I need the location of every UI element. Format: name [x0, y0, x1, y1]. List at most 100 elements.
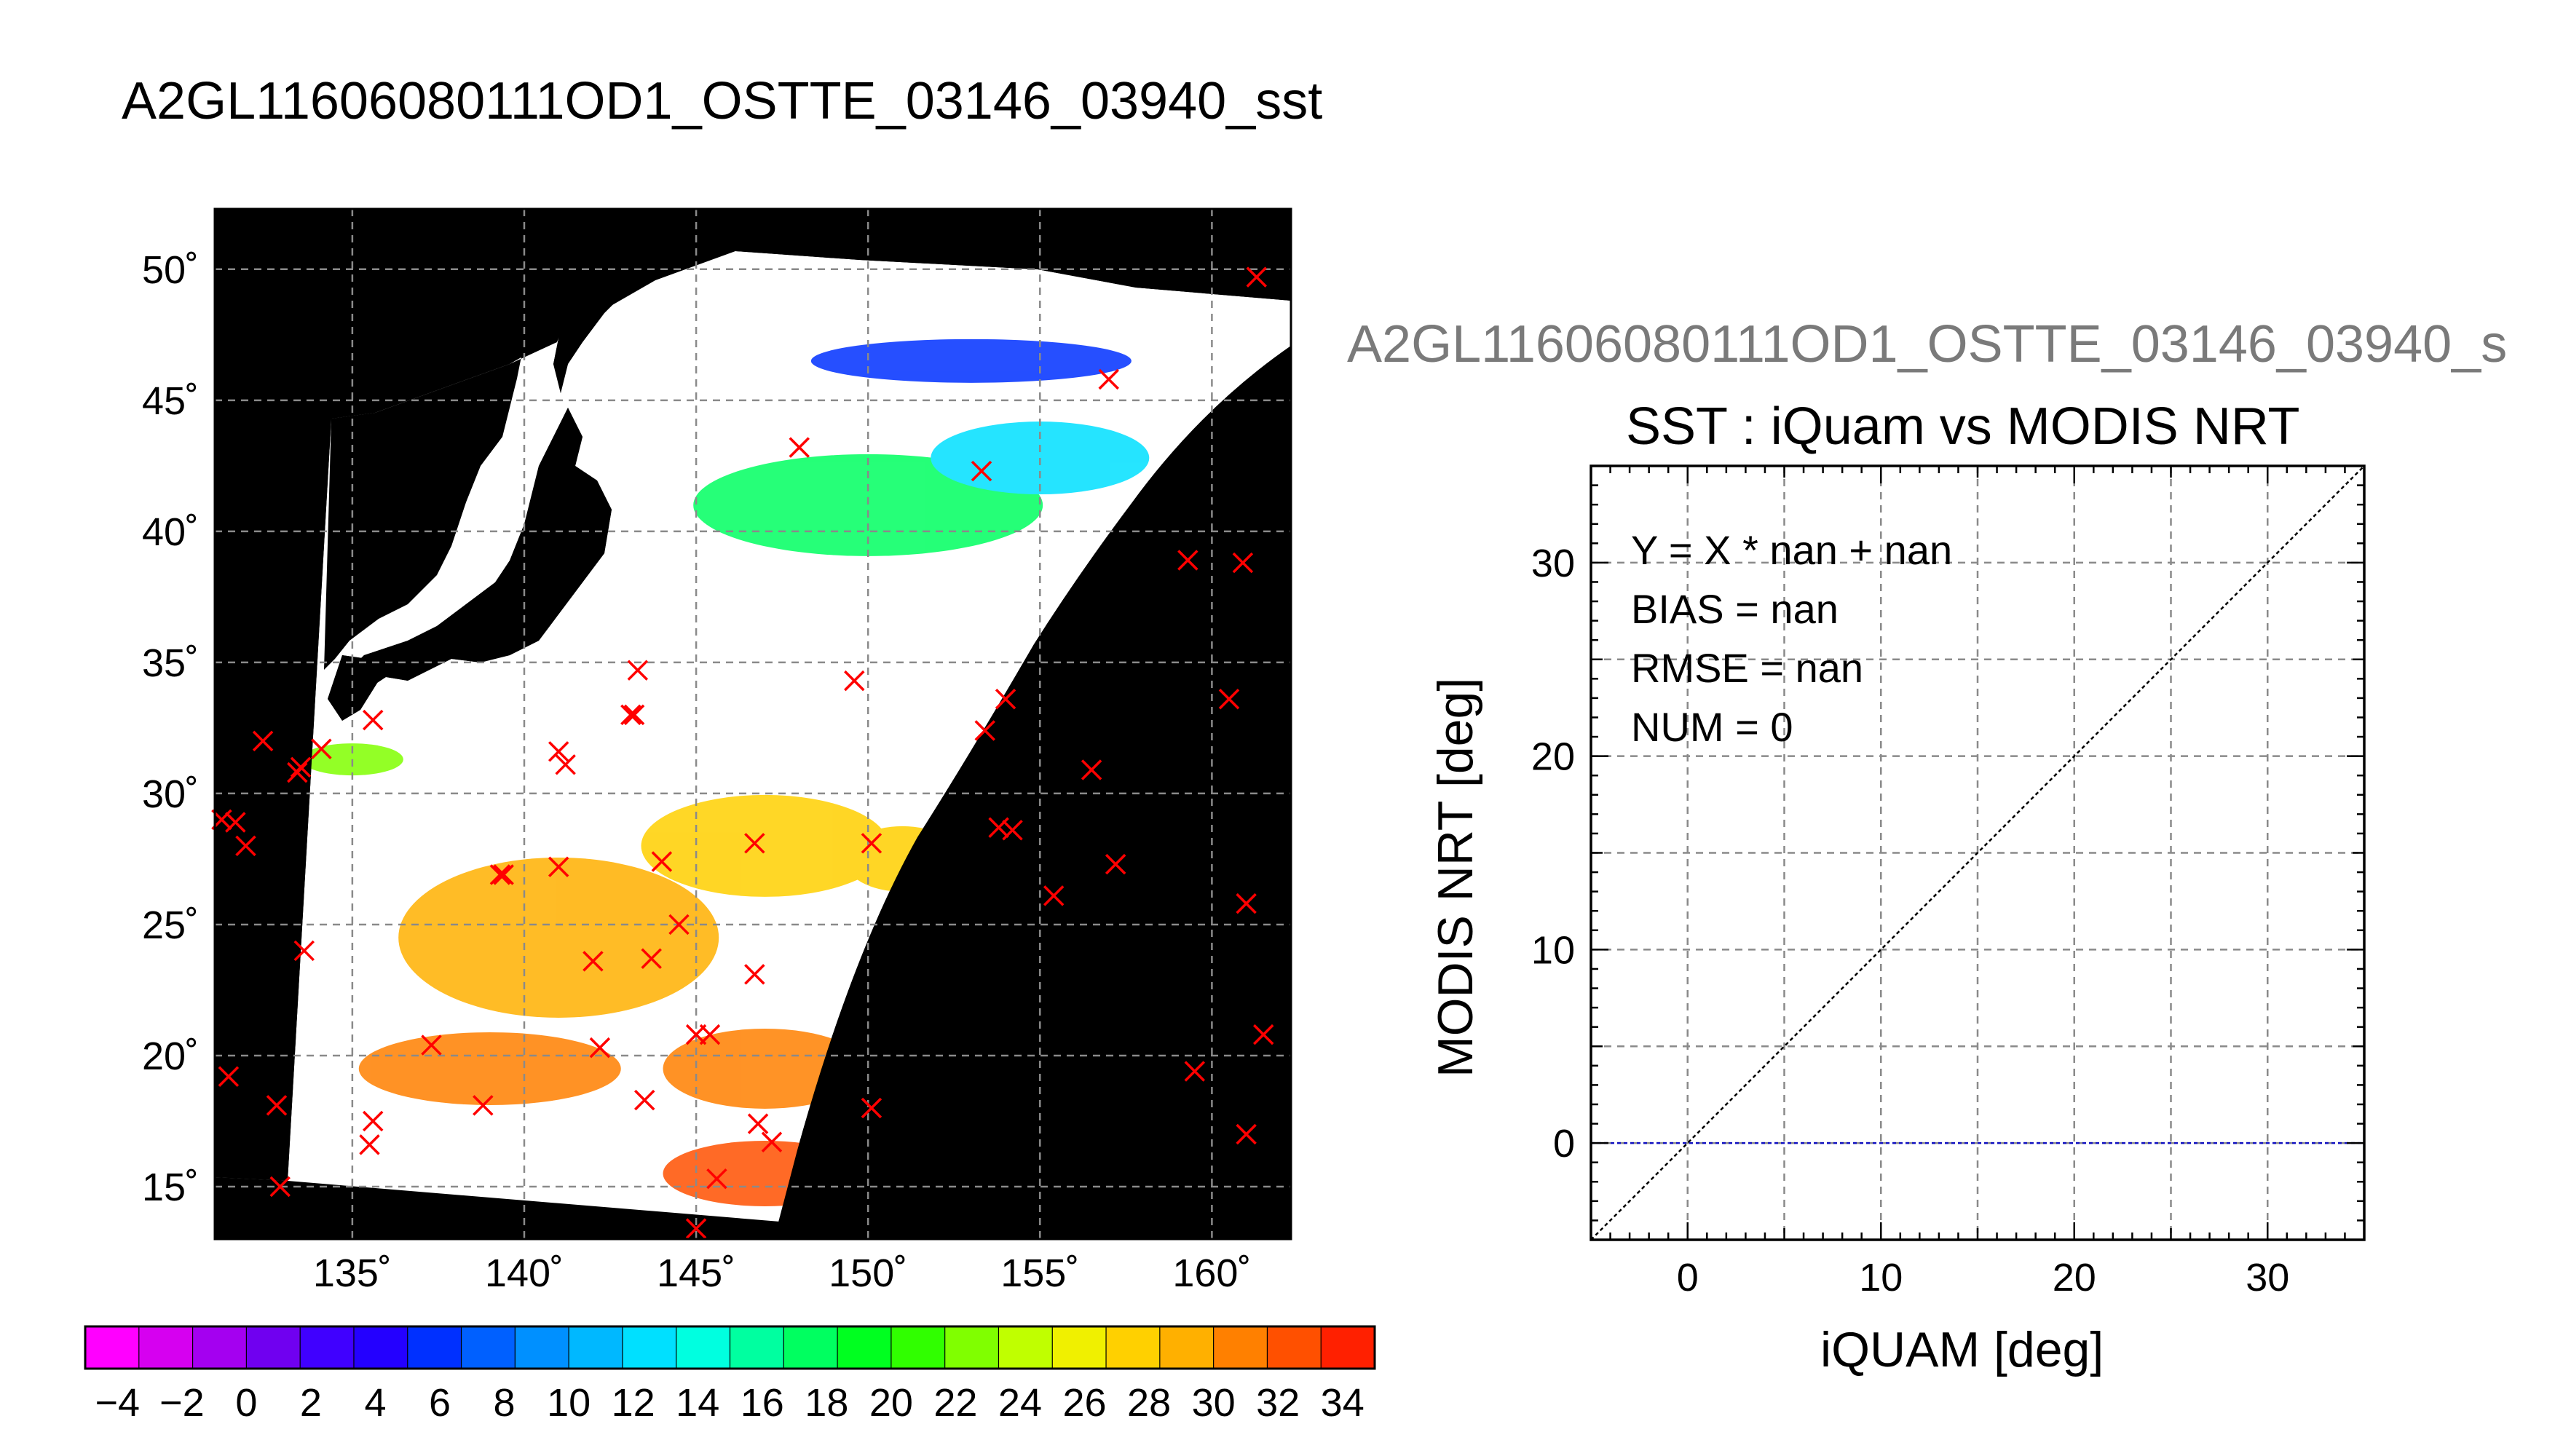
- colorbar-swatch: [998, 1326, 1053, 1369]
- iquam-marker: [620, 704, 641, 726]
- land-hokkaido-top: [553, 248, 648, 393]
- colorbar-swatch: [676, 1326, 730, 1369]
- iquam-marker: [548, 741, 569, 762]
- iquam-marker: [290, 756, 312, 778]
- sst-region: [398, 857, 719, 1018]
- iquam-marker: [995, 689, 1016, 710]
- iquam-marker: [761, 1131, 783, 1153]
- iquam-marker: [421, 1034, 442, 1056]
- iquam-marker: [287, 761, 308, 783]
- scatter-x-tick-label: 30: [2246, 1256, 2289, 1299]
- stat-fit: Y = X * nan + nan: [1631, 527, 1953, 573]
- map-y-tick-label: 15˚: [142, 1166, 199, 1209]
- iquam-marker: [235, 835, 256, 857]
- iquam-marker: [1236, 893, 1257, 914]
- iquam-marker: [627, 660, 649, 681]
- colorbar-swatch: [300, 1326, 355, 1369]
- iquam-marker: [252, 730, 274, 752]
- map-y-tick-label: 25˚: [142, 903, 199, 947]
- iquam-marker: [744, 833, 765, 854]
- iquam-marker: [311, 738, 332, 759]
- colorbar-tick-label: 6: [429, 1381, 451, 1425]
- colorbar-tick-label: 32: [1256, 1381, 1300, 1425]
- iquam-marker: [1232, 552, 1254, 574]
- colorbar-swatch: [85, 1326, 140, 1369]
- iquam-marker: [634, 1089, 655, 1111]
- colorbar-swatch: [569, 1326, 623, 1369]
- colorbar-swatch: [891, 1326, 946, 1369]
- iquam-marker: [699, 1024, 721, 1045]
- iquam-marker: [493, 864, 514, 885]
- sst-region: [641, 794, 889, 897]
- iquam-marker: [623, 704, 645, 726]
- scatter-x-label: iQUAM [deg]: [1820, 1322, 2104, 1377]
- colorbar-tick-label: 24: [998, 1381, 1042, 1425]
- colorbar-tick-label: 10: [547, 1381, 591, 1425]
- colorbar-tick-label: 14: [676, 1381, 719, 1425]
- iquam-marker: [1105, 853, 1126, 875]
- colorbar-swatch: [730, 1326, 784, 1369]
- scatter-frame: [1590, 464, 2366, 1241]
- iquam-marker: [974, 720, 995, 741]
- scatter-y-tick-label: 0: [1553, 1122, 1575, 1166]
- colorbar-swatch: [1159, 1326, 1215, 1369]
- iquam-marker: [359, 1134, 380, 1155]
- colorbar-tick-label: 30: [1192, 1381, 1236, 1425]
- scatter-title: SST : iQuam vs MODIS NRT: [1626, 397, 2300, 456]
- one-to-one-line: [1590, 465, 2365, 1241]
- iquam-marker: [685, 1218, 707, 1239]
- land-sakhalin: [561, 209, 612, 269]
- iquam-marker: [789, 437, 810, 458]
- iquam-marker: [641, 948, 662, 969]
- colorbar-swatch: [783, 1326, 838, 1369]
- colorbar-tick-label: 16: [741, 1381, 784, 1425]
- colorbar-swatch: [461, 1326, 516, 1369]
- iquam-marker: [1252, 1024, 1274, 1045]
- iquam-marker: [668, 914, 690, 935]
- iquam-marker: [269, 1176, 291, 1198]
- iquam-marker: [1184, 1061, 1206, 1082]
- iquam-marker: [362, 709, 384, 731]
- colorbar-tick-label: 34: [1321, 1381, 1365, 1425]
- iquam-marker: [473, 1095, 494, 1116]
- colorbar-frame: [84, 1325, 1376, 1370]
- colorbar-swatch: [407, 1326, 462, 1369]
- iquam-marker: [555, 754, 576, 775]
- iquam-marker: [548, 856, 569, 877]
- iquam-marker: [651, 851, 673, 872]
- land-northwest: [215, 209, 637, 670]
- scatter-y-tick-label: 10: [1531, 928, 1575, 972]
- map-x-tick-label: 135˚: [313, 1251, 392, 1295]
- no-data-east: [774, 346, 1291, 1239]
- iquam-marker: [971, 460, 992, 482]
- iquam-marker: [747, 1113, 769, 1134]
- map-x-tick-label: 160˚: [1172, 1251, 1251, 1295]
- colorbar-swatch: [1267, 1326, 1322, 1369]
- iquam-marker: [1081, 759, 1102, 780]
- iquam-marker: [225, 812, 246, 833]
- stat-rmse: RMSE = nan: [1631, 645, 1864, 691]
- map-y-tick-label: 35˚: [142, 641, 199, 685]
- colorbar-swatch: [837, 1326, 892, 1369]
- map-x-tick-label: 145˚: [657, 1251, 735, 1295]
- colorbar-tick-label: 18: [805, 1381, 848, 1425]
- map-y-tick-label: 45˚: [142, 379, 199, 423]
- iquam-marker: [861, 833, 882, 854]
- map-y-tick-label: 50˚: [142, 248, 199, 292]
- colorbar-swatch: [246, 1326, 301, 1369]
- iquam-marker: [861, 1097, 882, 1119]
- land-asia: [331, 209, 510, 419]
- colorbar-swatch: [138, 1326, 194, 1369]
- colorbar-swatch: [1213, 1326, 1268, 1369]
- no-data-south: [215, 1177, 797, 1239]
- colorbar-swatch: [515, 1326, 569, 1369]
- map-y-tick-label: 40˚: [142, 510, 199, 554]
- iquam-marker: [1246, 266, 1268, 288]
- stats-block: Y = X * nan + nan BIAS = nan RMSE = nan …: [1631, 521, 1952, 756]
- ghost-title: A2GL11606080111OD1_OSTTE_03146_03940_s: [1347, 315, 2508, 373]
- colorbar-tick-label: 20: [869, 1381, 913, 1425]
- sst-region: [810, 339, 1132, 383]
- stat-num: NUM = 0: [1631, 704, 1793, 750]
- map-x-tick-label: 150˚: [829, 1251, 907, 1295]
